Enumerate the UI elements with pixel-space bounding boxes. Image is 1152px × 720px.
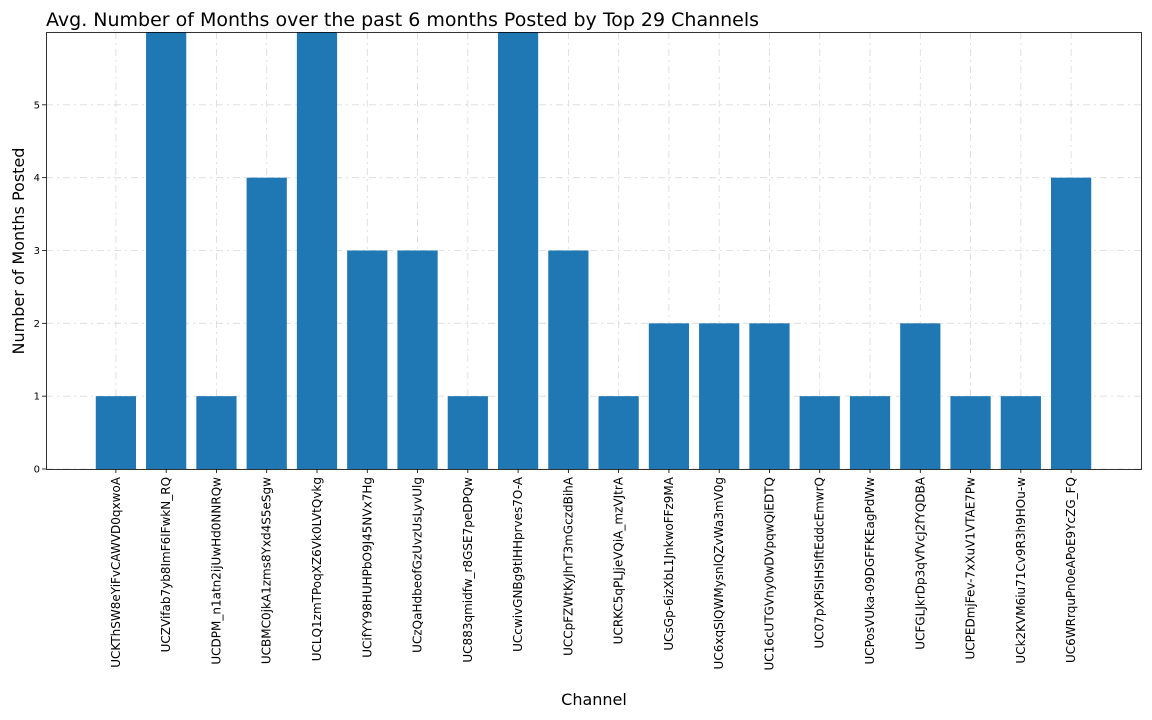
x-tick-label: UC6xqSlQWMysnlQZvWa3mV0g <box>712 477 726 669</box>
x-axis-label: Channel <box>561 690 627 709</box>
bar <box>246 177 287 469</box>
x-tick-label: UCCpFZWtKyJhrT3mGczdBihA <box>561 476 575 656</box>
x-tick-label: UCBMC0jkA1zms8Yxd4S5eSgw <box>260 477 274 664</box>
x-tick-label: UC07pXPiSIHSIftEddcEmwrQ <box>813 477 827 649</box>
bar <box>950 396 991 469</box>
x-tick-label: UCk2KVM6iu71Cv9R3h9HOu-w <box>1014 477 1028 664</box>
x-tick-label: UCzQaHdbeofGzUvzUsLyvUlg <box>411 477 425 653</box>
bar <box>296 32 338 469</box>
chart-title: Avg. Number of Months over the past 6 mo… <box>46 9 759 31</box>
x-tick-label: UC883qmidfw_r8GSE7peDPQw <box>461 477 475 663</box>
x-ticks: UCKThSW8eYiFvCAWVD0qxwoA UCZVifab7yb8ImF6… <box>109 469 1078 670</box>
y-tick-label: 0 <box>34 465 40 476</box>
bar <box>598 396 639 469</box>
x-tick-label: UCKThSW8eYiFvCAWVD0qxwoA <box>109 476 123 668</box>
bar <box>900 323 941 469</box>
x-tick-label: UCLQ1zmTPoqXZ6Vk0LVtQvkg <box>310 477 324 661</box>
x-tick-label: UCifYY98HUHPbO9J45NVx7Hg <box>360 477 374 658</box>
y-ticks: 0 1 2 3 4 5 <box>34 100 46 476</box>
bar <box>397 250 438 469</box>
x-tick-label: UCZVifab7yb8ImF6lFwkN_RQ <box>159 477 173 652</box>
x-tick-label: UCPEDmjFev-7xXuV1VTAE7Pw <box>964 477 978 660</box>
x-tick-label: UCcwivGNBg9tlHHprves7O-A <box>511 476 525 652</box>
y-tick-label: 3 <box>34 246 40 257</box>
y-tick-label: 2 <box>34 319 40 330</box>
bar <box>347 250 388 469</box>
x-tick-label: UCDPM_n1atn2ijUwHd0NNRQw <box>209 477 223 665</box>
x-tick-label: UCFGLJkrDp3qVfVcJ2fYQDBA <box>913 476 927 649</box>
bar <box>1000 396 1041 469</box>
grid-layer <box>46 32 1141 470</box>
bar <box>95 396 136 469</box>
x-tick-label: UC6WRrquPn0eAPoE9YcZG_FQ <box>1064 477 1078 663</box>
y-tick-label: 5 <box>34 100 40 111</box>
bar <box>749 323 790 469</box>
bar <box>447 396 488 469</box>
bar <box>196 396 237 469</box>
bar <box>1051 177 1092 469</box>
x-tick-label: UCsGp-6izXbL1JnkwoFFz9MA <box>662 476 676 650</box>
y-tick-label: 1 <box>34 392 40 403</box>
bars-layer <box>95 32 1092 469</box>
x-tick-label: UCPosVUka-09DGFFKEagPdWw <box>863 477 877 665</box>
plot-frame <box>46 32 1142 470</box>
bar <box>497 32 539 469</box>
bar <box>146 32 187 469</box>
x-tick-label: UCRKC5qPLJjeVQiA_mzVJtrA <box>612 476 626 644</box>
bar <box>548 250 589 469</box>
x-tick-label: UC16cUTGVny0wDVpqwQiEDTQ <box>762 477 776 670</box>
bar <box>849 396 891 469</box>
bar <box>799 396 840 469</box>
bar <box>648 323 690 469</box>
y-axis-label: Number of Months Posted <box>9 148 28 355</box>
y-tick-label: 4 <box>34 173 40 184</box>
bar <box>699 323 740 469</box>
